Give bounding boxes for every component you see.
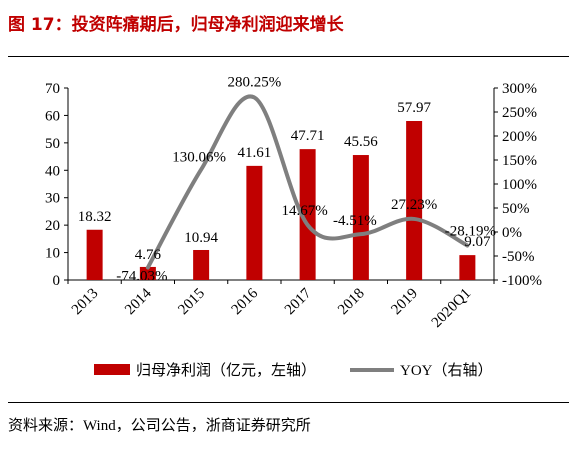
right-tick-label: 200% xyxy=(502,129,537,145)
right-tick-label: 300% xyxy=(502,81,537,97)
right-tick-label: 0% xyxy=(502,225,522,241)
x-tick-label: 2017 xyxy=(282,285,315,318)
bar-value-label: 47.71 xyxy=(291,128,325,144)
bottom-rule xyxy=(8,402,569,403)
bar xyxy=(406,120,423,280)
yoy-line xyxy=(145,94,470,270)
left-tick-label: 20 xyxy=(45,218,60,234)
yoy-value-label: 130.06% xyxy=(172,150,226,166)
bar-value-label: 45.56 xyxy=(344,134,378,150)
bar-value-label: 9.07 xyxy=(464,234,491,250)
line-series xyxy=(145,94,470,270)
left-tick-label: 0 xyxy=(53,273,61,289)
legend-line-label: YOY（右轴） xyxy=(400,362,493,379)
right-tick-label: 100% xyxy=(502,177,537,193)
yoy-value-label: -74.03% xyxy=(116,269,167,285)
chart: 0 10 20 30 40 50 60 70 -100% -50% 0% 50% 100% 150% 200… xyxy=(45,74,542,379)
source-note: 资料来源：Wind，公司公告，浙商证券研究所 xyxy=(8,418,311,434)
bar xyxy=(352,155,369,280)
bar xyxy=(193,249,210,280)
bar-value-label: 10.94 xyxy=(184,230,218,246)
legend-bar-label: 归母净利润（亿元，左轴） xyxy=(136,362,316,379)
bar-value-label: 4.76 xyxy=(135,247,162,263)
bar xyxy=(139,266,156,280)
yoy-value-label: -4.51% xyxy=(333,213,377,229)
top-rule xyxy=(8,56,569,57)
bar-value-label: 41.61 xyxy=(238,145,272,161)
right-tick-label: -50% xyxy=(502,249,535,265)
legend: 归母净利润（亿元，左轴） YOY（右轴） xyxy=(94,362,493,379)
yoy-value-label: 280.25% xyxy=(228,74,282,90)
x-tick-label: 2014 xyxy=(122,285,155,318)
x-tick-label: 2015 xyxy=(175,286,208,319)
chart-title: 图 17：投资阵痛期后，归母净利润迎来增长 xyxy=(8,15,344,35)
left-tick-label: 10 xyxy=(45,246,60,262)
right-tick-label: 150% xyxy=(502,153,537,169)
bar-value-label: 57.97 xyxy=(397,100,431,116)
bar xyxy=(86,229,103,280)
left-tick-label: 40 xyxy=(45,163,60,179)
yoy-value-label: -28.19% xyxy=(445,224,496,240)
left-tick-label: 60 xyxy=(45,108,60,124)
x-tick-label: 2020Q1 xyxy=(429,286,474,331)
x-tick-label: 2018 xyxy=(335,286,368,319)
yoy-value-label: 27.23% xyxy=(391,197,437,213)
right-tick-label: 50% xyxy=(502,201,530,217)
x-tick-label: 2013 xyxy=(69,286,102,319)
bar xyxy=(299,149,316,280)
left-tick-label: 50 xyxy=(45,136,60,152)
left-tick-label: 30 xyxy=(45,191,60,207)
bar-value-label: 18.32 xyxy=(78,209,112,225)
data-labels: 18.32 4.76 10.94 41.61 47.71 45.56 57.97 9.07 -7… xyxy=(78,74,496,284)
legend-bar-swatch xyxy=(94,364,130,375)
bar xyxy=(246,165,263,280)
right-tick-label: 250% xyxy=(502,105,537,121)
x-tick-label: 2016 xyxy=(229,285,262,318)
right-tick-label: -100% xyxy=(502,273,542,289)
yoy-value-label: 14.67% xyxy=(282,203,328,219)
left-tick-label: 70 xyxy=(45,81,60,97)
bar-series xyxy=(86,120,476,280)
x-tick-label: 2019 xyxy=(388,286,421,319)
bar xyxy=(459,255,476,280)
